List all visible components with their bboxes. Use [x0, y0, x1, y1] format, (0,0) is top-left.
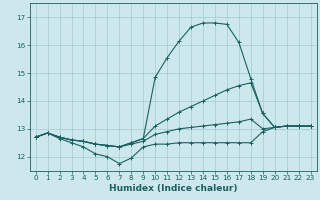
X-axis label: Humidex (Indice chaleur): Humidex (Indice chaleur): [109, 184, 237, 193]
